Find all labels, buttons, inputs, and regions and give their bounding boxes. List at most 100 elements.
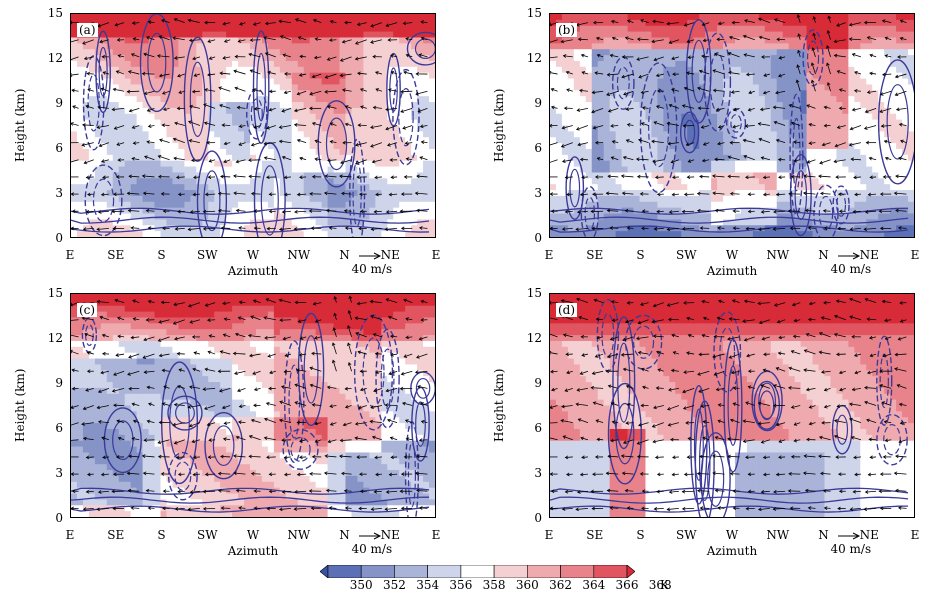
heatmap-field bbox=[550, 294, 914, 517]
colorbar bbox=[320, 565, 635, 578]
x-tick-label: E bbox=[544, 528, 554, 542]
y-tick-label: 0 bbox=[55, 511, 63, 525]
reference-vector-label: 40 m/s bbox=[351, 542, 393, 556]
panel-plot bbox=[549, 293, 915, 518]
x-tick-label: SW bbox=[675, 248, 697, 262]
heatmap-field bbox=[550, 14, 914, 237]
y-tick-label: 15 bbox=[526, 6, 542, 20]
y-axis-label: Height (km) bbox=[492, 368, 506, 442]
x-tick-label: SW bbox=[196, 528, 218, 542]
x-tick-label: N bbox=[339, 528, 350, 542]
y-tick-label: 15 bbox=[47, 286, 63, 300]
x-tick-label: NW bbox=[287, 528, 311, 542]
x-axis-label: Azimuth bbox=[227, 544, 279, 558]
y-tick-label: 6 bbox=[534, 421, 542, 435]
y-tick-label: 0 bbox=[534, 511, 542, 525]
y-tick-label: 9 bbox=[534, 96, 542, 110]
x-tick-label: W bbox=[246, 248, 260, 262]
x-tick-label: NE bbox=[380, 248, 400, 262]
heatmap-field bbox=[71, 14, 435, 237]
colorbar-unit: K bbox=[660, 578, 669, 592]
colorbar-tick-label: 354 bbox=[416, 578, 440, 592]
y-axis-label: Height (km) bbox=[13, 368, 27, 442]
x-tick-label: E bbox=[431, 528, 441, 542]
panel-label: (a) bbox=[77, 23, 98, 37]
reference-arrow bbox=[838, 532, 861, 540]
panel-plot bbox=[549, 13, 915, 238]
x-tick-label: E bbox=[65, 528, 75, 542]
x-tick-label: E bbox=[65, 248, 75, 262]
x-tick-label: SE bbox=[586, 248, 604, 262]
x-tick-label: SW bbox=[196, 248, 218, 262]
x-axis-label: Azimuth bbox=[227, 264, 279, 278]
reference-arrow bbox=[359, 252, 382, 260]
x-tick-label: E bbox=[431, 248, 441, 262]
y-tick-label: 3 bbox=[55, 186, 63, 200]
colorbar-tick-label: 362 bbox=[549, 578, 572, 592]
panel-label: (d) bbox=[556, 303, 578, 317]
x-tick-label: SE bbox=[586, 528, 604, 542]
y-tick-label: 12 bbox=[526, 51, 542, 65]
reference-arrow bbox=[838, 252, 861, 260]
heatmap-field bbox=[71, 294, 435, 517]
colorbar-tick-label: 366 bbox=[615, 578, 639, 592]
reference-vector-label: 40 m/s bbox=[830, 542, 872, 556]
x-tick-label: N bbox=[339, 248, 350, 262]
panel-label: (c) bbox=[77, 303, 98, 317]
x-tick-label: W bbox=[246, 528, 260, 542]
x-tick-label: NW bbox=[287, 248, 311, 262]
y-tick-label: 12 bbox=[47, 51, 63, 65]
reference-arrow bbox=[359, 532, 382, 540]
x-tick-label: N bbox=[818, 528, 829, 542]
colorbar-tick-label: 350 bbox=[349, 578, 373, 592]
x-tick-label: E bbox=[910, 528, 920, 542]
y-tick-label: 15 bbox=[526, 286, 542, 300]
x-tick-label: S bbox=[157, 248, 166, 262]
y-tick-label: 9 bbox=[534, 376, 542, 390]
y-tick-label: 6 bbox=[534, 141, 542, 155]
x-tick-label: SW bbox=[675, 528, 697, 542]
y-tick-label: 3 bbox=[534, 466, 542, 480]
colorbar-tick-label: 352 bbox=[382, 578, 406, 592]
colorbar-tick-label: 364 bbox=[582, 578, 606, 592]
x-tick-label: NE bbox=[380, 528, 400, 542]
y-tick-label: 6 bbox=[55, 421, 63, 435]
x-tick-label: SE bbox=[107, 528, 125, 542]
colorbar-tick-label: 356 bbox=[449, 578, 473, 592]
y-tick-label: 6 bbox=[55, 141, 63, 155]
y-tick-label: 3 bbox=[534, 186, 542, 200]
y-tick-label: 0 bbox=[534, 231, 542, 245]
x-tick-label: E bbox=[910, 248, 920, 262]
x-tick-label: S bbox=[157, 528, 166, 542]
x-tick-label: NW bbox=[766, 528, 790, 542]
x-tick-label: N bbox=[818, 248, 829, 262]
reference-vector-label: 40 m/s bbox=[351, 262, 393, 276]
colorbar-tick-label: 358 bbox=[482, 578, 506, 592]
y-tick-label: 12 bbox=[47, 331, 63, 345]
reference-vector-label: 40 m/s bbox=[830, 262, 872, 276]
y-tick-label: 0 bbox=[55, 231, 63, 245]
x-tick-label: NW bbox=[766, 248, 790, 262]
x-axis-label: Azimuth bbox=[706, 544, 758, 558]
panel-plot bbox=[70, 293, 436, 518]
colorbar-tick-label: 360 bbox=[515, 578, 539, 592]
y-tick-label: 3 bbox=[55, 466, 63, 480]
x-tick-label: W bbox=[725, 528, 739, 542]
x-axis-label: Azimuth bbox=[706, 264, 758, 278]
x-tick-label: SE bbox=[107, 248, 125, 262]
y-tick-label: 12 bbox=[526, 331, 542, 345]
y-tick-label: 9 bbox=[55, 376, 63, 390]
panel-plot bbox=[70, 13, 436, 238]
y-axis-label: Height (km) bbox=[492, 88, 506, 162]
y-tick-label: 15 bbox=[47, 6, 63, 20]
x-tick-label: W bbox=[725, 248, 739, 262]
colorbar-tick-label: 368 bbox=[648, 578, 672, 592]
y-tick-label: 9 bbox=[55, 96, 63, 110]
x-tick-label: S bbox=[636, 528, 645, 542]
x-tick-label: NE bbox=[859, 528, 879, 542]
x-tick-label: S bbox=[636, 248, 645, 262]
x-tick-label: E bbox=[544, 248, 554, 262]
panel-label: (b) bbox=[556, 23, 578, 37]
y-axis-label: Height (km) bbox=[13, 88, 27, 162]
x-tick-label: NE bbox=[859, 248, 879, 262]
